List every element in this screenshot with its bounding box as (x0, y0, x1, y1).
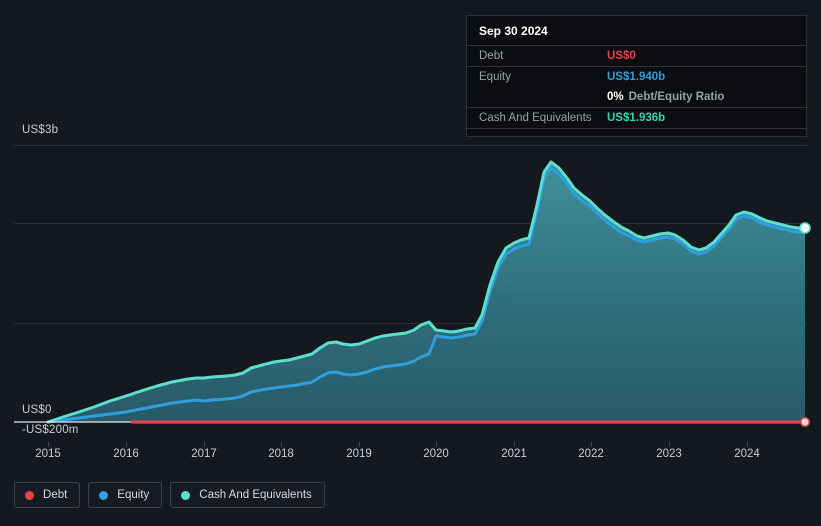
tooltip-row-ratio: 0% Debt/Equity Ratio (467, 87, 806, 107)
cash-line (46, 160, 807, 424)
tooltip-equity-label: Equity (479, 71, 511, 83)
legend-label-debt: Debt (43, 489, 68, 501)
tooltip-row-equity: Equity US$1.940b (467, 66, 806, 87)
y-axis-label-negative: -US$200m (22, 424, 79, 436)
chart-legend: Debt Equity Cash And Equivalents (14, 482, 325, 508)
legend-dot-debt-icon (25, 490, 34, 500)
legend-label-cash: Cash And Equivalents (199, 489, 312, 501)
tooltip-cash-label: Cash And Equivalents (479, 112, 592, 124)
cash-area-texture (48, 162, 805, 422)
legend-dot-cash-icon (181, 490, 191, 500)
x-tick-2021: 2021 (501, 448, 527, 460)
tooltip-date: Sep 30 2024 (479, 24, 548, 38)
equity-line (46, 166, 807, 424)
x-axis: 2015 2016 2017 2018 2019 2020 2021 2022 … (0, 442, 821, 470)
x-tick-2024: 2024 (734, 448, 760, 460)
x-tick-2022: 2022 (578, 448, 604, 460)
x-tick-2023: 2023 (656, 448, 682, 460)
chart-tooltip: Sep 30 2024 Debt US$0 Equity US$1.940b 0… (466, 15, 807, 137)
y-axis-label-zero: US$0 (22, 404, 52, 416)
tooltip-ratio-value: 0% (607, 91, 624, 103)
debt-endpoint-marker (800, 417, 810, 427)
cash-endpoint-marker (799, 222, 811, 234)
tooltip-debt-label: Debt (479, 50, 504, 62)
legend-item-cash[interactable]: Cash And Equivalents (170, 482, 325, 508)
tooltip-cash-value: US$1.936b (607, 112, 666, 124)
tooltip-ratio-group: 0% Debt/Equity Ratio (607, 91, 724, 103)
y-axis-label-top: US$3b (22, 124, 59, 136)
tooltip-row-cash: Cash And Equivalents US$1.936b (467, 107, 806, 128)
x-tick-2020: 2020 (423, 448, 449, 460)
x-tick-2017: 2017 (191, 448, 217, 460)
legend-label-equity: Equity (117, 489, 150, 501)
chart-svg (14, 145, 811, 427)
legend-dot-equity-icon (99, 490, 109, 500)
tooltip-footer-divider (467, 128, 806, 132)
tooltip-equity-value: US$1.940b (607, 71, 666, 83)
tooltip-row-debt: Debt US$0 (467, 45, 806, 66)
x-tick-2018: 2018 (268, 448, 294, 460)
x-tick-2016: 2016 (113, 448, 139, 460)
chart-plot-area (14, 145, 811, 427)
x-tick-2015: 2015 (35, 448, 61, 460)
tooltip-ratio-label: Debt/Equity Ratio (628, 91, 725, 103)
legend-item-debt[interactable]: Debt (14, 482, 81, 508)
legend-item-equity[interactable]: Equity (88, 482, 163, 508)
tooltip-debt-value: US$0 (607, 50, 636, 62)
x-tick-2019: 2019 (346, 448, 372, 460)
